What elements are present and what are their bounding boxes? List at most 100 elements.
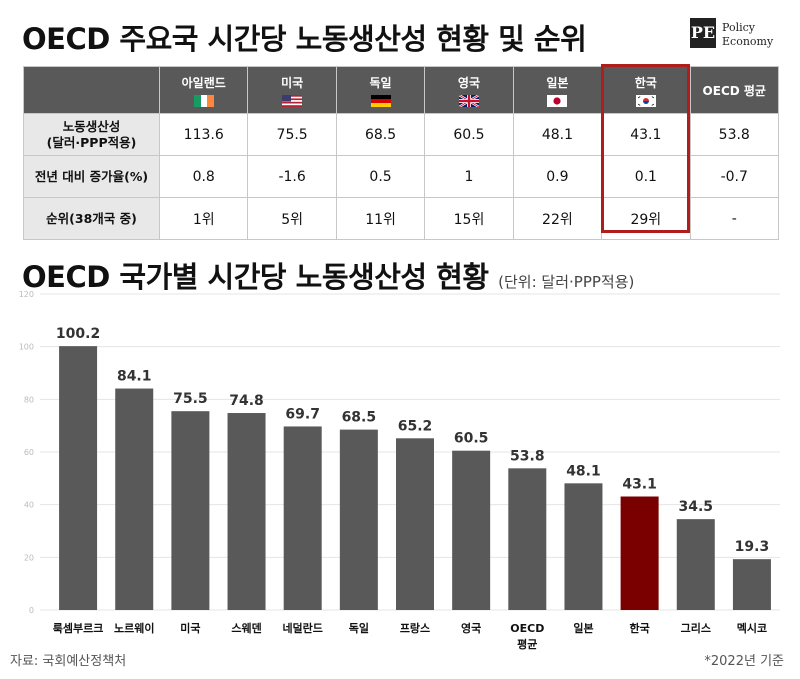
column-header-ireland: 아일랜드 (158, 66, 249, 114)
table-cell: 29위 (601, 197, 691, 240)
table-cell: 75.5 (247, 113, 337, 156)
row-label-rank: 순위(38개국 중) (23, 197, 160, 240)
chart-unit: (단위: 달러·PPP적용) (498, 273, 635, 291)
bar (452, 450, 491, 610)
y-tick-label: 20 (24, 553, 34, 562)
page-title: OECD 주요국 시간당 노동생산성 현황 및 순위 (22, 22, 587, 56)
table-row: 순위(38개국 중) 1위 5위 11위 15위 22위 29위 - (23, 197, 780, 240)
table-header-row: 아일랜드 미국 독일 영국 일본 한국 OECD 평균 (23, 66, 780, 114)
x-category-label: OECD (510, 622, 544, 635)
bar-value-label: 48.1 (566, 463, 601, 479)
bar (508, 468, 547, 610)
bar-value-label: 53.8 (510, 448, 545, 464)
base-year-note: *2022년 기준 (704, 654, 784, 669)
x-category-label: 멕시코 (737, 621, 767, 635)
column-header-uk: 영국 (424, 66, 514, 114)
x-category-label: 한국 (629, 621, 649, 635)
table-cell: -0.7 (689, 155, 780, 198)
x-category-label: 프랑스 (400, 622, 430, 635)
korea-flag-icon (635, 94, 656, 107)
x-category-label: 룩셈부르크 (53, 621, 104, 635)
policy-economy-logo: PE Policy Economy (690, 18, 790, 58)
bar (676, 519, 715, 610)
x-category-label: 평균 (517, 637, 537, 650)
bar-value-label: 68.5 (342, 410, 377, 426)
productivity-table: 아일랜드 미국 독일 영국 일본 한국 OECD 평균 노동생산성 (달러·PPP… (23, 66, 780, 240)
x-category-label: 그리스 (681, 621, 711, 635)
bar-value-label: 75.5 (173, 391, 208, 407)
column-header-oecd-average: OECD 평균 (689, 66, 780, 114)
bar (620, 496, 659, 610)
row-label-growth-rate: 전년 대비 증가율(%) (23, 155, 160, 198)
source-note: 자료: 국회예산정책처 (10, 654, 127, 669)
table-cell: 53.8 (689, 113, 780, 156)
table-cell: 0.1 (601, 155, 691, 198)
y-tick-label: 40 (24, 501, 34, 510)
bar (283, 426, 322, 610)
y-tick-label: 120 (19, 290, 34, 299)
table-cell: -1.6 (247, 155, 337, 198)
table-cell: 113.6 (158, 113, 249, 156)
table-cell: 48.1 (512, 113, 603, 156)
bar-value-label: 43.1 (622, 477, 657, 493)
bar-value-label: 69.7 (285, 406, 320, 422)
productivity-bar-chart: 0 20 40 60 80 100 120 100.2 룩셈부르크 84.1 노르웨이 75.5 미국 7… (19, 290, 780, 650)
bar-value-label: 34.5 (678, 499, 713, 515)
table-cell: 5위 (247, 197, 337, 240)
chart-title: OECD 국가별 시간당 노동생산성 현황 (단위: 달러·PPP적용) (22, 260, 635, 294)
bar (396, 438, 434, 610)
table-cell: - (689, 197, 780, 240)
column-header-usa: 미국 (247, 66, 337, 114)
column-header-japan: 일본 (512, 66, 603, 114)
bar (732, 559, 771, 610)
table-cell: 1 (424, 155, 514, 198)
ireland-flag-icon (193, 94, 214, 107)
table-cell: 0.5 (335, 155, 426, 198)
table-cell: 68.5 (335, 113, 426, 156)
y-tick-label: 0 (29, 606, 34, 615)
logo-line2: Economy (722, 35, 774, 48)
bar (339, 429, 378, 610)
bar-value-label: 74.8 (229, 393, 264, 409)
column-header-germany: 독일 (335, 66, 426, 114)
row-label-productivity: 노동생산성 (달러·PPP적용) (23, 113, 160, 156)
x-category-label: 영국 (461, 622, 481, 635)
table-cell: 60.5 (424, 113, 514, 156)
table-corner-cell (23, 66, 160, 114)
table-cell: 43.1 (601, 113, 691, 156)
x-category-label: 미국 (180, 621, 200, 635)
x-category-label: 독일 (349, 621, 369, 635)
table-cell: 15위 (424, 197, 514, 240)
logo-line1: Policy (722, 21, 755, 34)
bar-value-label: 84.1 (117, 369, 152, 385)
japan-flag-icon (547, 94, 568, 107)
table-cell: 0.9 (512, 155, 603, 198)
bar (59, 346, 98, 610)
bar-value-label: 19.3 (735, 539, 770, 555)
table-cell: 0.8 (158, 155, 249, 198)
x-category-label: 네덜란드 (282, 621, 322, 635)
y-tick-label: 60 (24, 448, 34, 457)
bar-value-label: 100.2 (56, 326, 100, 342)
bar (564, 483, 603, 610)
table-cell: 22위 (512, 197, 603, 240)
bar-value-label: 60.5 (454, 431, 489, 447)
x-category-label: 일본 (573, 621, 593, 635)
x-category-label: 스웨덴 (231, 621, 261, 635)
table-row: 전년 대비 증가율(%) 0.8 -1.6 0.5 1 0.9 0.1 -0.7 (23, 155, 780, 198)
y-tick-label: 80 (24, 395, 34, 404)
column-header-korea: 한국 (601, 66, 691, 114)
table-cell: 11위 (335, 197, 426, 240)
usa-flag-icon (282, 94, 303, 107)
bar-value-label: 65.2 (398, 418, 433, 434)
table-row: 노동생산성 (달러·PPP적용) 113.6 75.5 68.5 60.5 48.… (23, 113, 780, 156)
bar (171, 411, 210, 610)
bar (115, 388, 154, 610)
uk-flag-icon (458, 94, 479, 107)
x-category-label: 노르웨이 (114, 621, 154, 635)
logo-mark: PE (690, 18, 716, 48)
table-cell: 1위 (158, 197, 249, 240)
y-tick-label: 100 (19, 343, 34, 352)
germany-flag-icon (370, 94, 391, 107)
bar (227, 413, 266, 610)
